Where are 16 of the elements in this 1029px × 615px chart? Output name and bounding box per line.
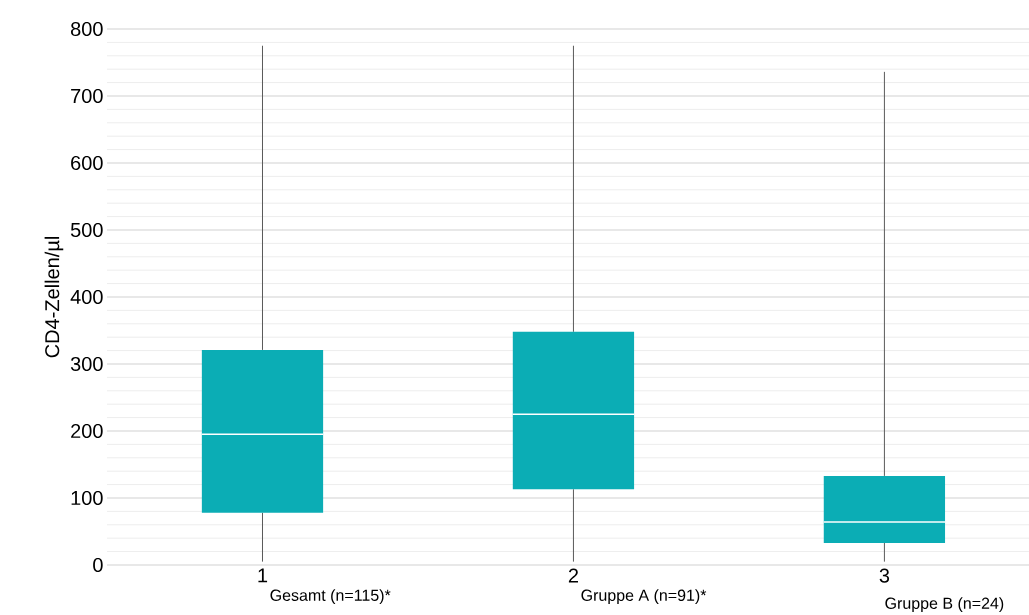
x-tick-label: 1 xyxy=(258,568,268,583)
text: Gruppe B (n=24) xyxy=(885,597,1004,613)
y-tick-label: 0 xyxy=(93,557,103,573)
y-tick-label: 300 xyxy=(70,356,103,372)
y-tick-label: 500 xyxy=(70,222,103,238)
y-tick-label: 200 xyxy=(71,423,103,439)
y-axis-title: CD4-Zellen/µl xyxy=(44,237,64,358)
text: Gesamt (n=115)* xyxy=(270,589,391,605)
x-tick-label: 2 xyxy=(568,568,578,583)
y-tick-label: 600 xyxy=(71,155,103,171)
y-tick-label: 400 xyxy=(70,289,103,305)
y-tick-label: 100 xyxy=(71,490,103,506)
text: Gruppe A (n=91)* xyxy=(581,589,707,605)
y-tick-label: 700 xyxy=(71,88,103,104)
y-tick-label: 800 xyxy=(70,21,103,37)
x-tick-label: 3 xyxy=(879,568,890,583)
